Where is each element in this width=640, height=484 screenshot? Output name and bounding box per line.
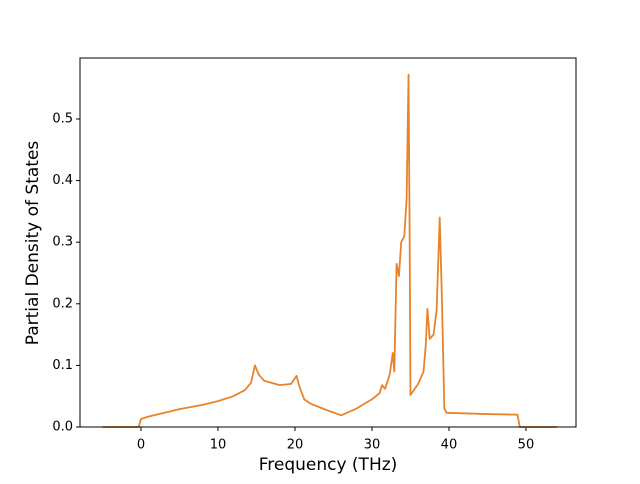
y-tick-label: 0.2	[52, 296, 73, 311]
x-tick-label: 40	[441, 438, 458, 453]
y-tick-label: 0.4	[52, 173, 73, 188]
y-axis-label: Partial Density of States	[23, 141, 43, 346]
x-tick-label: 20	[287, 438, 304, 453]
x-tick-label: 30	[364, 438, 381, 453]
plot-frame	[79, 57, 577, 428]
data-line	[102, 73, 557, 428]
y-tick-label: 0.1	[52, 358, 73, 373]
y-tick-label: 0.3	[52, 235, 73, 250]
y-tick-label: 0.5	[52, 111, 73, 126]
x-tick-label: 10	[210, 438, 227, 453]
x-tick-label: 50	[518, 438, 535, 453]
y-tick-label: 0.0	[52, 420, 73, 435]
x-axis-label: Frequency (THz)	[259, 455, 398, 475]
x-tick-label: 0	[137, 438, 145, 453]
